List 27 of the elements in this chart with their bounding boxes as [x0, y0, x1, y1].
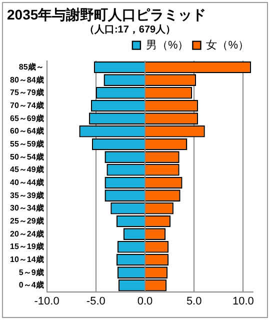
y-tick-label: 85歳～ [18, 62, 44, 72]
chart-title: 2035年与謝野町人口ピラミッド [7, 6, 206, 22]
y-tick-label: 70～74歳 [10, 100, 44, 110]
legend-label: 男（%） [146, 39, 189, 52]
y-tick-label: 45～49歳 [10, 165, 44, 174]
y-tick-label: 35～39歳 [10, 190, 44, 200]
x-tick-label: -10.0 [34, 295, 60, 308]
y-tick-label: 50～54歳 [10, 152, 44, 162]
legend-label: 女（%） [206, 39, 249, 52]
y-tick-label: 40～44歳 [10, 178, 44, 187]
y-tick-label: 80～84歳 [10, 75, 44, 84]
y-tick-label: 75～79歳 [10, 88, 44, 98]
y-tick-label: 30～34歳 [10, 204, 44, 213]
chart-subtitle: （人口:17，679人） [84, 24, 176, 36]
y-tick-label: 10～14歳 [10, 254, 44, 264]
y-tick-label: 55～59歳 [10, 139, 44, 148]
y-tick-label: 0～4歳 [18, 280, 44, 290]
y-tick-label: 25～29歳 [10, 216, 44, 226]
y-tick-label: 65～69歳 [10, 114, 44, 123]
y-tick-label: 60～64歳 [10, 126, 44, 136]
y-tick-label: 20～24歳 [10, 229, 44, 238]
y-tick-label: 15～19歳 [10, 242, 44, 252]
x-tick-label: 5.0 [186, 295, 202, 308]
y-tick-label: 5～9歳 [18, 268, 44, 277]
x-tick-label: 0.0 [137, 295, 153, 308]
x-tick-label: 10.0 [232, 295, 254, 308]
x-tick-label: -5.0 [86, 295, 106, 308]
